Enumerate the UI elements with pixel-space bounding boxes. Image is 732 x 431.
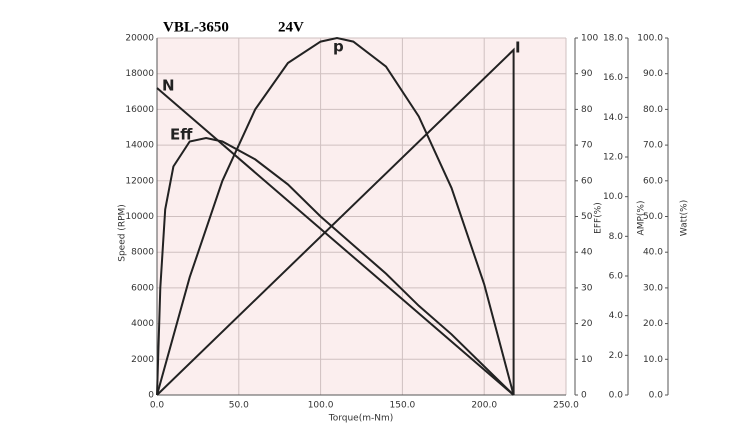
- y4-tick-label: 10.0: [643, 355, 663, 365]
- chart-subtitle: 24V: [278, 19, 304, 35]
- watt-axis-title: Watt(%): [680, 200, 690, 236]
- series-label: p: [333, 38, 344, 56]
- y2-tick-label: 20: [581, 319, 593, 329]
- series-line: [156, 87, 515, 396]
- y-tick-label: 8000: [131, 248, 154, 258]
- y3-tick-label: 2.0: [609, 351, 624, 361]
- series-line: [156, 136, 515, 396]
- y2-tick-label: 80: [581, 105, 593, 115]
- x-tick-label: 250.0: [553, 401, 579, 411]
- y-tick-label: 18000: [125, 69, 154, 79]
- y-axis-title: Speed (RPM): [118, 204, 128, 262]
- y4-tick-label: 50.0: [643, 212, 663, 222]
- y3-tick-label: 4.0: [609, 311, 624, 321]
- y2-tick-label: 50: [581, 212, 593, 222]
- y4-tick-label: 90.0: [643, 69, 663, 79]
- y4-tick-label: 20.0: [643, 319, 663, 329]
- y-tick-label: 4000: [131, 319, 154, 329]
- y2-tick-label: 60: [581, 176, 593, 186]
- x-axis-title: Torque(m-Nm): [328, 414, 394, 424]
- y-tick-label: 2000: [131, 355, 154, 365]
- y-tick-label: 14000: [125, 141, 154, 151]
- y2-tick-label: 90: [581, 69, 593, 79]
- y2-tick-label: 10: [581, 355, 593, 365]
- y-tick-label: 10000: [125, 212, 154, 222]
- y-tick-label: 20000: [125, 34, 154, 44]
- y3-tick-label: 8.0: [609, 232, 624, 242]
- series-label: I: [515, 39, 521, 57]
- y2-tick-label: 30: [581, 283, 593, 293]
- series-line: [156, 36, 515, 396]
- x-tick-label: 50.0: [229, 401, 249, 411]
- y3-tick-label: 14.0: [603, 113, 623, 123]
- y2-tick-label: 40: [581, 248, 593, 258]
- y2-tick-label: 0: [581, 391, 587, 401]
- x-tick-label: 150.0: [390, 401, 416, 411]
- eff-axis-title: EFF(%): [594, 202, 604, 234]
- y4-tick-label: 60.0: [643, 176, 663, 186]
- y-tick-label: 16000: [125, 105, 154, 115]
- y4-tick-label: 100.0: [637, 34, 663, 44]
- y3-tick-label: 0.0: [609, 391, 624, 401]
- y3-tick-label: 16.0: [603, 73, 623, 83]
- x-tick-label: 100.0: [308, 401, 334, 411]
- series-line: [156, 47, 515, 396]
- series-label: Eff: [170, 126, 193, 144]
- y-tick-label: 0: [148, 391, 154, 401]
- chart-title: VBL-3650: [163, 19, 229, 35]
- y4-tick-label: 80.0: [643, 105, 663, 115]
- y4-tick-label: 70.0: [643, 141, 663, 151]
- x-tick-label: 0.0: [150, 401, 165, 411]
- y3-tick-label: 6.0: [609, 272, 624, 282]
- y3-tick-label: 18.0: [603, 34, 623, 44]
- y2-tick-label: 70: [581, 141, 593, 151]
- y3-tick-label: 10.0: [603, 192, 623, 202]
- amp-axis-title: AMP(%): [637, 201, 647, 236]
- y-tick-label: 12000: [125, 176, 154, 186]
- y-tick-label: 6000: [131, 283, 154, 293]
- series-label: N: [162, 77, 175, 95]
- y4-tick-label: 40.0: [643, 248, 663, 258]
- y2-tick-label: 100: [581, 34, 598, 44]
- y4-tick-label: 30.0: [643, 283, 663, 293]
- x-tick-label: 200.0: [471, 401, 497, 411]
- y4-tick-label: 0.0: [649, 391, 664, 401]
- y3-tick-label: 12.0: [603, 153, 623, 163]
